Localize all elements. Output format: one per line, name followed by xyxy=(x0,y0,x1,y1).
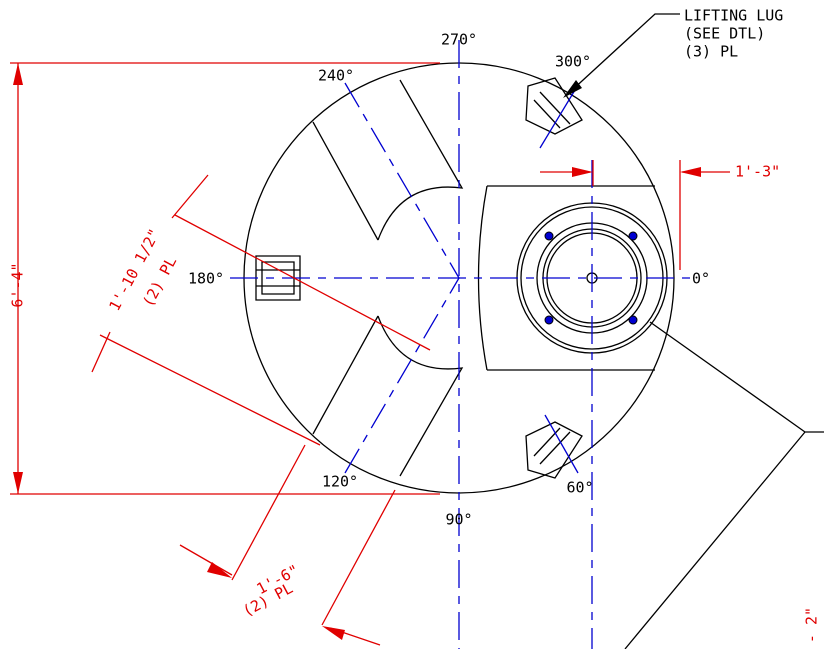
dimensions xyxy=(10,63,730,645)
note-text: LIFTING LUG xyxy=(684,7,783,25)
center-lines xyxy=(230,40,692,649)
dimension-label: - 2" xyxy=(803,607,821,643)
dimension-label: 6'-4" xyxy=(9,262,27,307)
flange-leader xyxy=(625,322,824,649)
angle-label: 120° xyxy=(322,473,358,491)
note-text: (3) PL xyxy=(684,43,738,61)
angle-label: 240° xyxy=(318,67,354,85)
note-text: (SEE DTL) xyxy=(684,25,765,43)
angle-label: 0° xyxy=(692,270,710,288)
angle-label: 60° xyxy=(566,479,593,497)
slot-upper xyxy=(313,80,462,240)
dimension-label: 1'-3" xyxy=(735,163,780,181)
angle-label: 270° xyxy=(441,31,477,49)
angle-label: 300° xyxy=(555,53,591,71)
angle-label: 180° xyxy=(188,270,224,288)
slot-lower xyxy=(313,316,462,476)
angle-label: 90° xyxy=(445,511,472,529)
drawing: 270° 240° 300° 180° 0° 120° 90° 60° LIFT… xyxy=(0,0,824,649)
